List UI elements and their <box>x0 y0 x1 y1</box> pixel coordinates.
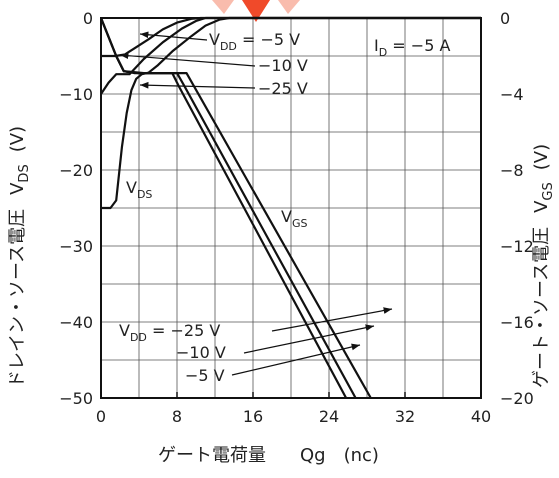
annotation-top-10: −10 V <box>258 56 308 75</box>
y-right-title-sub: GS <box>541 182 556 200</box>
y-right-tick-label: 0 <box>500 9 510 28</box>
arrow-bottom-25 <box>271 307 393 332</box>
condition-label: ID = −5 A <box>374 36 450 59</box>
annotation-vdd-25: VDD = −25 V <box>119 321 220 344</box>
logo-mark <box>212 0 300 22</box>
annotation-bottom-10: −10 V <box>176 343 226 362</box>
x-title-unit: (nc) <box>344 445 379 466</box>
arrow-top-25 <box>139 81 256 89</box>
plot-frame <box>100 17 482 399</box>
y-left-tick-label: −40 <box>59 313 93 332</box>
series-line-2 <box>100 16 481 95</box>
y-right-tick-label: −16 <box>500 313 534 332</box>
annotation-bottom-5: −5 V <box>185 366 225 385</box>
condition-sub: D <box>379 46 387 59</box>
y-left-title-unit: (V) <box>7 126 28 152</box>
y-left-tick-label: 0 <box>83 9 93 28</box>
condition-rest: = −5 A <box>387 36 450 55</box>
x-tick-label: 32 <box>395 407 415 426</box>
arrow-top-10 <box>119 52 256 67</box>
x-title-jp: ゲート電荷量 <box>158 445 266 466</box>
arrow-vdd-5 <box>139 31 208 41</box>
y-left-tick-label: −30 <box>59 237 93 256</box>
annotation-arrows <box>119 31 393 376</box>
y-right-axis-title: ゲート・ソース電圧 VGS (V) <box>531 144 556 388</box>
y-right-title-unit: (V) <box>531 144 552 170</box>
y-right-tick-label: −20 <box>500 389 534 408</box>
x-axis-title: ゲート電荷量 Qg (nc) <box>158 445 379 466</box>
y-right-tick-label: −4 <box>500 85 524 104</box>
x-tick-label: 24 <box>319 407 339 426</box>
y-left-title-sym: V <box>7 182 28 195</box>
arrow-bottom-10 <box>243 324 375 354</box>
y-left-title-sub: DS <box>17 164 32 182</box>
annotation-vgs: VGS <box>281 207 307 230</box>
x-title-sym: Qg <box>300 445 326 466</box>
grid-lines <box>101 18 481 398</box>
x-tick-label: 8 <box>172 407 182 426</box>
y-right-tick-labels: 0 −4 −8 −12 −16 −20 <box>500 9 534 408</box>
x-tick-labels: 0 8 16 24 32 40 <box>96 392 491 426</box>
x-tick-label: 16 <box>243 407 263 426</box>
y-right-tick-label: −12 <box>500 237 534 256</box>
y-right-title-jp: ゲート・ソース電圧 <box>531 227 552 388</box>
y-left-tick-label: −50 <box>59 389 93 408</box>
x-tick-label: 0 <box>96 407 106 426</box>
annotation-top-25: −25 V <box>258 79 308 98</box>
annotation-vdd-5: VDD = −5 V <box>209 30 300 53</box>
x-tick-label: 40 <box>471 407 491 426</box>
y-left-tick-labels: 0 −10 −20 −30 −40 −50 <box>59 9 93 408</box>
y-left-tick-label: −20 <box>59 161 93 180</box>
condition-sym: I <box>374 36 379 55</box>
y-right-tick-label: −8 <box>500 161 524 180</box>
y-left-axis-title: ドレイン・ソース電圧 VDS (V) <box>7 126 32 388</box>
arrow-bottom-5 <box>231 343 361 376</box>
y-left-tick-label: −10 <box>59 85 93 104</box>
y-right-title-sym: V <box>531 200 552 213</box>
y-left-title-jp: ドレイン・ソース電圧 <box>7 209 28 388</box>
annotation-vds: VDS <box>126 178 152 201</box>
